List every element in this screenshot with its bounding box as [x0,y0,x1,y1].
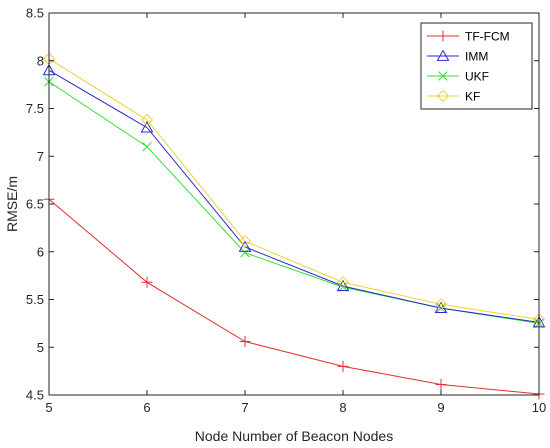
data-point [434,298,448,311]
x-tick-label: 9 [437,400,444,415]
y-tick-label: 6 [37,244,44,259]
y-tick-label: 7 [37,149,44,164]
y-tick-label: 7.5 [26,101,44,116]
data-point [238,235,252,248]
plot-area [42,52,546,400]
data-point [435,378,447,390]
data-point [337,360,349,372]
legend-marker [438,71,448,81]
data-point [240,247,250,258]
legend: TF-FCM IMM UKF KF [420,22,533,110]
y-tick-label: 4.5 [26,388,44,403]
legend-marker [436,49,450,61]
data-point [338,282,348,292]
axis-ticks: 5 6 7 8 9 104.555.566.577.588.5 [26,6,546,416]
legend-marker [436,89,450,103]
series-line [48,58,540,321]
legend-entry: KF [427,90,480,104]
y-tick-label: 8 [37,53,44,68]
legend-entry: TF-FCM [427,30,510,44]
data-point [140,121,154,133]
y-tick-label: 6.5 [26,197,44,212]
data-point [141,276,153,288]
data-point [140,113,154,127]
y-tick-label: 8.5 [26,6,44,21]
data-point [336,276,350,289]
y-tick-label: 5 [37,340,44,355]
x-axis-title: Node Number of Beacon Nodes [195,428,393,444]
legend-entry: UKF [427,70,489,84]
legend-label: IMM [465,50,488,64]
series-line [48,198,540,395]
legend-label: TF-FCM [465,30,510,44]
data-point [142,141,152,152]
y-tick-label: 5.5 [26,292,44,307]
x-tick-label: 10 [532,400,546,415]
x-tick-label: 8 [339,400,346,415]
data-point [239,336,251,348]
legend-marker [437,30,449,42]
y-axis-title: RMSE/m [4,176,20,232]
x-tick-label: 6 [143,400,150,415]
data-point [238,240,252,252]
series-kf [42,52,546,326]
x-tick-label: 7 [241,400,248,415]
legend-label: KF [465,90,480,104]
legend-label: UKF [465,70,489,84]
legend-entry: IMM [427,49,488,64]
series-line [48,69,540,323]
x-tick-label: 5 [45,400,52,415]
